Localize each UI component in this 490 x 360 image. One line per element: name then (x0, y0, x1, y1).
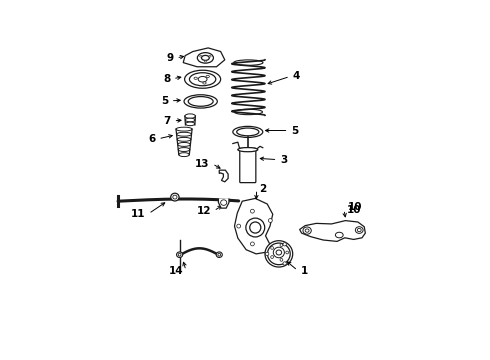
Text: 11: 11 (131, 209, 146, 219)
Ellipse shape (178, 148, 190, 152)
Ellipse shape (201, 55, 209, 60)
Text: 12: 12 (196, 206, 211, 216)
Ellipse shape (204, 60, 206, 62)
Text: 5: 5 (161, 96, 168, 106)
Ellipse shape (237, 128, 259, 136)
Ellipse shape (176, 132, 192, 136)
Text: 10: 10 (347, 204, 361, 215)
Ellipse shape (283, 243, 286, 246)
Ellipse shape (280, 258, 283, 261)
Ellipse shape (246, 218, 265, 237)
Ellipse shape (185, 118, 195, 122)
Ellipse shape (177, 138, 191, 141)
Ellipse shape (234, 109, 263, 115)
Text: 9: 9 (167, 53, 173, 63)
Ellipse shape (250, 209, 254, 213)
Ellipse shape (194, 77, 197, 79)
Ellipse shape (283, 262, 286, 265)
Ellipse shape (355, 227, 363, 233)
Ellipse shape (271, 247, 273, 249)
Ellipse shape (179, 153, 189, 157)
Ellipse shape (303, 227, 311, 234)
Polygon shape (219, 170, 228, 182)
Ellipse shape (218, 253, 220, 256)
Polygon shape (183, 48, 225, 67)
Ellipse shape (171, 193, 179, 201)
Polygon shape (300, 221, 366, 242)
Polygon shape (219, 198, 229, 208)
Text: 13: 13 (195, 159, 210, 169)
Ellipse shape (185, 114, 196, 118)
Ellipse shape (271, 256, 273, 258)
Text: 2: 2 (259, 184, 267, 194)
Ellipse shape (220, 200, 227, 205)
Ellipse shape (200, 55, 202, 57)
Ellipse shape (357, 228, 361, 232)
Polygon shape (235, 198, 273, 254)
Ellipse shape (185, 70, 220, 88)
Text: 6: 6 (148, 134, 155, 144)
Text: 5: 5 (292, 126, 298, 135)
Ellipse shape (190, 73, 216, 86)
Ellipse shape (186, 122, 195, 126)
Ellipse shape (178, 253, 181, 256)
Ellipse shape (233, 126, 263, 138)
Ellipse shape (176, 127, 192, 131)
Ellipse shape (238, 148, 258, 152)
Text: 10: 10 (347, 202, 362, 212)
Ellipse shape (197, 53, 214, 63)
Ellipse shape (280, 244, 283, 247)
Ellipse shape (250, 242, 254, 246)
Text: 8: 8 (163, 74, 170, 84)
Ellipse shape (178, 143, 191, 147)
Ellipse shape (198, 76, 207, 82)
Ellipse shape (173, 195, 177, 199)
Ellipse shape (335, 232, 343, 238)
Ellipse shape (286, 251, 289, 254)
Ellipse shape (216, 252, 222, 257)
Ellipse shape (268, 243, 290, 265)
Text: 4: 4 (293, 72, 300, 81)
Ellipse shape (176, 252, 183, 257)
Ellipse shape (203, 82, 206, 84)
Ellipse shape (184, 95, 217, 108)
Ellipse shape (209, 55, 211, 57)
Text: 3: 3 (280, 155, 288, 165)
Ellipse shape (206, 75, 209, 78)
Ellipse shape (273, 247, 284, 258)
Ellipse shape (305, 229, 309, 232)
Ellipse shape (237, 224, 241, 228)
Ellipse shape (276, 250, 282, 255)
Text: 7: 7 (163, 116, 171, 126)
Ellipse shape (266, 252, 269, 256)
Text: 14: 14 (169, 266, 183, 275)
Ellipse shape (250, 222, 261, 233)
Ellipse shape (269, 219, 272, 222)
Ellipse shape (234, 60, 263, 65)
Ellipse shape (188, 96, 213, 106)
Ellipse shape (265, 241, 293, 267)
FancyBboxPatch shape (240, 148, 256, 183)
Text: 1: 1 (300, 266, 308, 275)
